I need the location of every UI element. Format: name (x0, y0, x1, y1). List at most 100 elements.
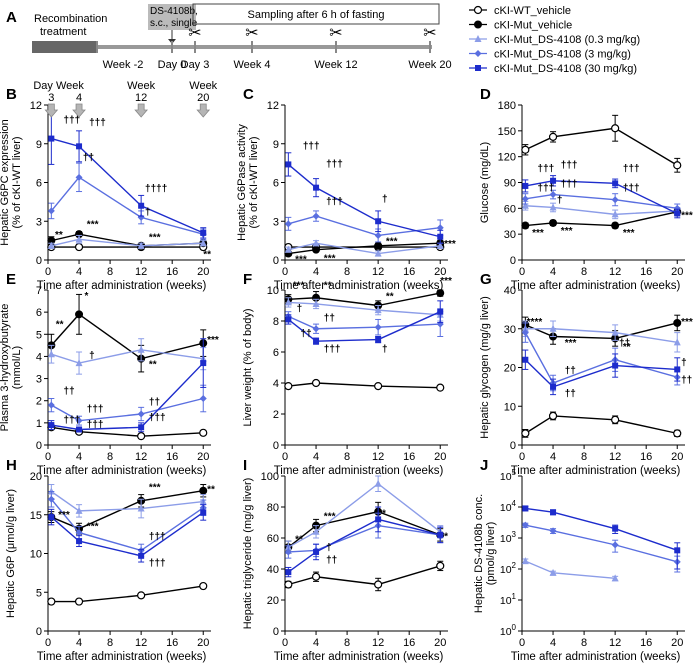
y-tick-label: 2 (273, 409, 279, 421)
marker-d3 (312, 325, 320, 333)
significance-mark: †† (565, 389, 576, 400)
marker-d30 (475, 65, 481, 71)
y-axis-label: Hepatic triglyceride (mg/g liver) (242, 478, 254, 630)
series-wt (284, 378, 445, 392)
panel-letter: I (243, 457, 247, 474)
significance-mark: ††† (623, 163, 640, 174)
marker-wt (473, 5, 483, 15)
marker-d30 (76, 426, 83, 433)
y-tick-label: 102 (500, 561, 517, 576)
y-tick-label: 0 (36, 626, 42, 638)
legend-label: cKI-WT_vehicle (494, 5, 571, 17)
series-line (525, 524, 678, 563)
significance-mark: ††† (87, 404, 104, 415)
x-tick-label: 4 (313, 266, 319, 278)
x-tick-label: 4 (550, 637, 556, 649)
y-tick-label: 8 (273, 316, 279, 328)
series-d30 (48, 338, 207, 433)
scissors-icon: ✂ (423, 25, 436, 42)
series-d30 (522, 175, 681, 219)
marker-wt (137, 591, 146, 600)
significance-mark: ** (149, 360, 157, 371)
marker-d3 (549, 527, 557, 535)
panel-letter: G (480, 271, 492, 288)
marker-mut (312, 245, 321, 254)
series-wt (47, 581, 208, 606)
series-d3 (284, 210, 444, 243)
series-line (51, 238, 204, 247)
series-wt (521, 114, 682, 173)
marker-d03 (137, 504, 145, 512)
marker-d3 (75, 417, 83, 425)
y-tick-label: 10 (30, 549, 42, 561)
significance-mark: ** (56, 320, 64, 331)
marker-d3 (75, 173, 83, 181)
significance-mark: † (297, 304, 303, 315)
y-tick-label: 20 (267, 595, 279, 607)
x-tick-label: 0 (45, 637, 51, 649)
x-axis-label: Time after administration (weeks) (37, 651, 207, 663)
x-tick-label: 8 (581, 451, 587, 463)
marker-d30 (200, 229, 207, 236)
x-tick-label: 20 (434, 637, 446, 649)
series-d03 (47, 484, 207, 519)
y-tick-label: 30 (504, 229, 516, 241)
marker-d3 (611, 541, 619, 549)
marker-d03 (374, 306, 382, 314)
y-axis-label: (pmol/g liver) (485, 522, 497, 586)
x-tick-label: 12 (609, 266, 621, 278)
y-axis-label: Hepatic G6Pase activity (236, 124, 248, 241)
significance-mark: ††† (89, 118, 106, 129)
marker-d3 (47, 401, 55, 409)
marker-mut (75, 310, 84, 319)
marker-d3 (521, 521, 529, 529)
y-tick-label: 12 (30, 100, 42, 112)
significance-mark: †† (326, 555, 337, 566)
legend-label: cKI-Mut_DS-4108 (0.3 mg/kg) (494, 34, 640, 46)
marker-d3 (199, 395, 207, 402)
marker-d30 (76, 143, 83, 150)
y-tick-label: 6 (36, 178, 42, 190)
significance-mark: *** (440, 276, 452, 287)
marker-wt (311, 572, 321, 581)
marker-d30 (48, 135, 55, 142)
marker-d3 (611, 196, 619, 204)
y-tick-exp: 5 (512, 468, 517, 477)
series-d3 (47, 384, 207, 426)
x-tick-label: 12 (609, 451, 621, 463)
series-line (51, 362, 204, 431)
significance-mark: ** (324, 280, 332, 291)
significance-mark: ††† (149, 532, 166, 543)
marker-d30 (285, 569, 292, 576)
marker-d30 (522, 505, 529, 512)
arrow-week-label: Week (127, 80, 155, 92)
marker-d03 (284, 298, 292, 306)
y-tick-exp: 4 (512, 499, 517, 508)
marker-wt (199, 581, 208, 591)
panel-letter: C (243, 86, 254, 103)
x-axis-label: Time after administration (weeks) (511, 280, 681, 292)
y-tick-label: 5 (36, 587, 42, 599)
x-axis-label: Time after administration (weeks) (37, 280, 207, 292)
x-tick-label: 8 (107, 637, 113, 649)
series-line (525, 322, 678, 340)
arrow-week-label: Week (189, 80, 217, 92)
significance-mark: ††† (326, 159, 343, 170)
series-wt (521, 411, 682, 438)
series-d30 (522, 349, 681, 396)
x-tick-label: 8 (344, 266, 350, 278)
series-line (525, 328, 678, 344)
x-tick-label: 20 (434, 451, 446, 463)
x-tick-label: 0 (282, 451, 288, 463)
marker-d30 (437, 531, 444, 538)
marker-mut (199, 486, 208, 495)
marker-d03 (312, 527, 320, 535)
series-d30 (285, 300, 444, 345)
y-tick-label: 12 (267, 100, 279, 112)
marker-mut (521, 221, 530, 230)
x-tick-label: 0 (519, 451, 525, 463)
